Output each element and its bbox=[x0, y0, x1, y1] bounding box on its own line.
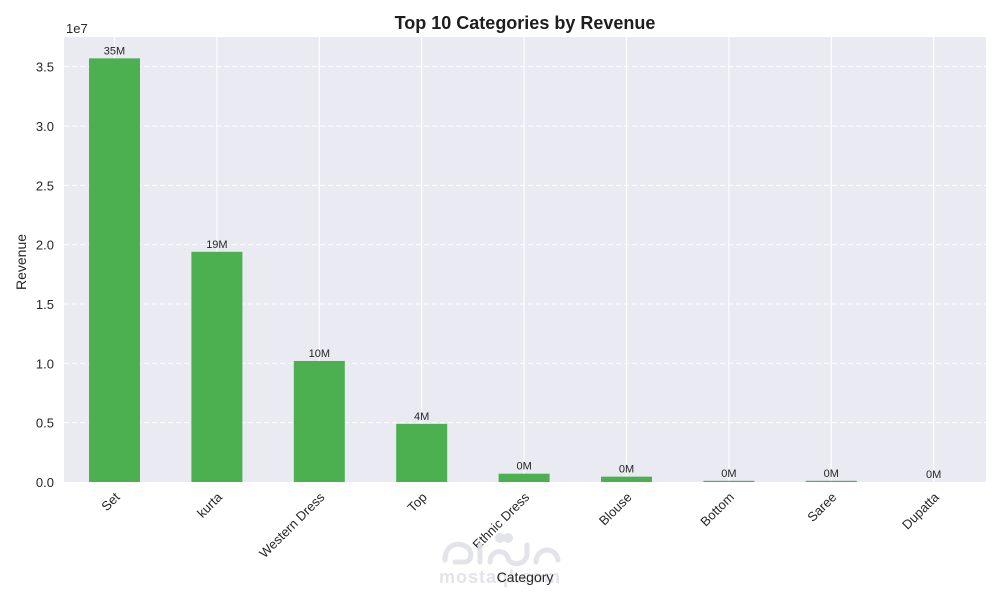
x-ticks: Set kurta Western Dress Top Ethnic Dress Blou… bbox=[98, 489, 942, 561]
y-tick-label: 1.0 bbox=[36, 356, 54, 371]
x-axis-label: Category bbox=[497, 569, 554, 585]
watermark-text: mostaql.com bbox=[439, 567, 561, 587]
y-tick-label: 3.0 bbox=[36, 119, 54, 134]
x-tick-label: Saree bbox=[804, 490, 839, 525]
bar bbox=[191, 251, 243, 482]
y-axis-label: Revenue bbox=[13, 234, 29, 290]
bar-value-label: 10M bbox=[309, 348, 330, 360]
bar-value-label: 19M bbox=[206, 239, 227, 251]
watermark-logo-icon bbox=[442, 533, 561, 567]
x-tick-label: Top bbox=[404, 490, 429, 515]
bar-value-label: 0M bbox=[926, 469, 941, 481]
y-tick-label: 1.5 bbox=[36, 297, 54, 312]
x-tick-label: kurta bbox=[194, 489, 226, 521]
y-tick-label: 3.5 bbox=[36, 60, 54, 75]
x-tick-label: Dupatta bbox=[899, 489, 942, 532]
bar bbox=[703, 480, 755, 482]
x-tick-label: Bottom bbox=[697, 490, 737, 530]
bar-value-label: 0M bbox=[721, 468, 736, 480]
bar bbox=[89, 58, 140, 483]
bars bbox=[89, 58, 857, 483]
x-tick-label: Western Dress bbox=[256, 489, 328, 561]
y-offset-label: 1e7 bbox=[66, 21, 88, 36]
bar bbox=[498, 473, 550, 482]
bar bbox=[396, 423, 448, 482]
bar-value-label: 0M bbox=[516, 461, 531, 473]
bar-value-label: 0M bbox=[619, 464, 634, 476]
bar-labels: 35M 19M 10M 4M 0M 0M 0M 0M 0M bbox=[104, 45, 942, 481]
watermark: mostaql.com bbox=[439, 533, 561, 587]
bar bbox=[601, 476, 652, 482]
y-tick-label: 0.5 bbox=[36, 416, 54, 431]
bar-value-label: 4M bbox=[414, 411, 429, 423]
chart-title: Top 10 Categories by Revenue bbox=[395, 13, 656, 33]
y-tick-label: 2.0 bbox=[36, 238, 54, 253]
bar bbox=[293, 360, 345, 482]
y-ticks: 0.0 0.5 1.0 1.5 2.0 2.5 3.0 3.5 bbox=[36, 60, 54, 490]
bar-value-label: 0M bbox=[824, 468, 839, 480]
bar bbox=[805, 480, 857, 482]
y-tick-label: 2.5 bbox=[36, 178, 54, 193]
y-tick-label: 0.0 bbox=[36, 475, 54, 490]
x-tick-label: Set bbox=[98, 489, 123, 514]
x-tick-label: Blouse bbox=[596, 490, 635, 529]
bar-value-label: 35M bbox=[104, 45, 125, 57]
